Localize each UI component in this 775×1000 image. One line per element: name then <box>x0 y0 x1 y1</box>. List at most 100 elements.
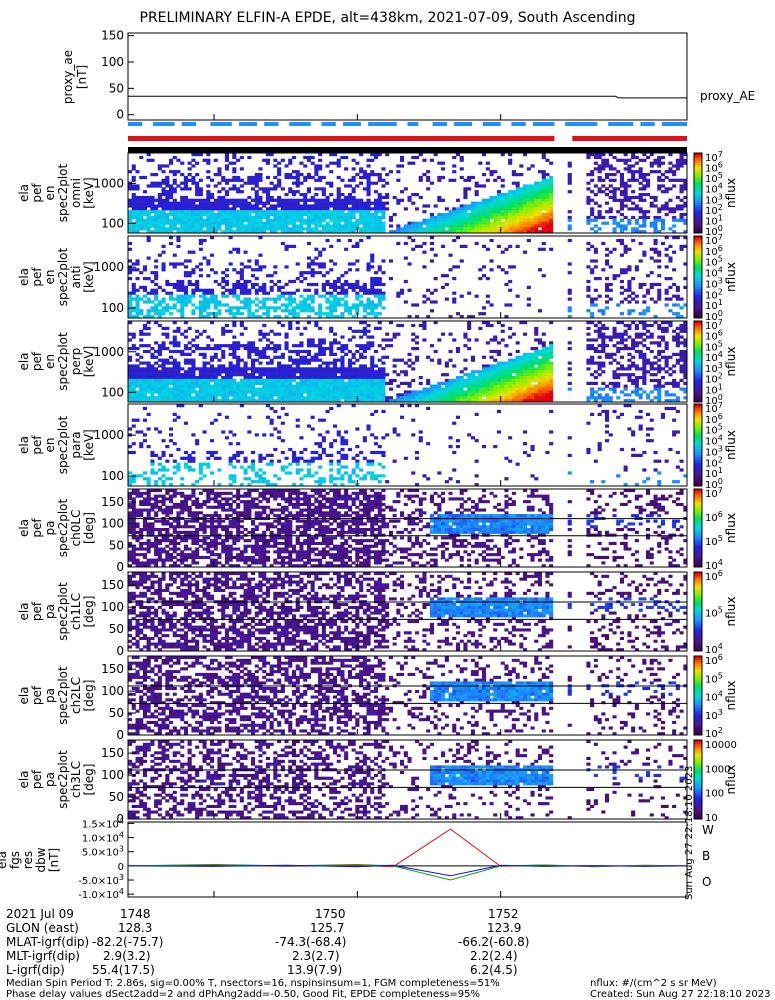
spectrogram-cell <box>180 300 185 304</box>
spectrogram-cell <box>537 338 542 342</box>
spectrogram-cell <box>262 300 267 304</box>
spectrogram-cell <box>321 210 326 214</box>
spectrogram-cell <box>526 384 531 388</box>
spectrogram-cell <box>299 230 304 234</box>
spectrogram-cell <box>496 213 501 217</box>
spectrogram-cell <box>344 291 349 295</box>
spectrogram-cell <box>180 378 185 383</box>
spectrogram-cell <box>325 204 330 208</box>
spectrogram-cell <box>366 268 371 272</box>
spectrogram-cell <box>467 338 472 342</box>
spectrogram-cell <box>321 265 326 269</box>
spectrogram-cell <box>195 173 200 177</box>
spectrogram-cell <box>154 349 159 354</box>
spectrogram-cell <box>288 399 293 403</box>
spectrogram-cell <box>362 381 367 385</box>
spectrogram-cell <box>191 288 196 292</box>
spectrogram-cell <box>619 207 624 211</box>
spectrogram-cell <box>284 367 289 371</box>
spectrogram-cell <box>675 167 680 171</box>
spectrogram-cell <box>329 291 334 295</box>
spectrogram-cell <box>590 173 595 177</box>
spectrogram-cell <box>202 230 207 234</box>
spectrogram-cell <box>515 224 520 228</box>
spectrogram-cell <box>161 288 166 292</box>
spectrogram-cell <box>489 349 494 354</box>
spectrogram-cell <box>470 224 475 228</box>
spectrogram-cell <box>288 364 293 368</box>
spectrogram-cell <box>321 367 326 371</box>
spectrogram-cell <box>265 210 270 214</box>
spectrogram-cell <box>321 215 326 220</box>
spectrogram-cell <box>362 201 367 205</box>
spectrogram-cell <box>314 393 319 397</box>
spectrogram-cell <box>642 300 647 304</box>
spectrogram-cell <box>139 195 144 200</box>
spectrogram-cell <box>318 370 323 374</box>
spectrogram-cell <box>567 224 572 228</box>
spectrogram-cell <box>254 297 259 301</box>
spectrogram-cell <box>649 256 654 260</box>
spectrogram-cell <box>239 198 244 202</box>
spectrogram-cell <box>537 373 542 377</box>
spectrogram-cell <box>370 282 375 287</box>
spectrogram-cell <box>183 288 188 292</box>
spectrogram-cell <box>351 361 356 365</box>
spectrogram-cell <box>388 399 393 403</box>
spectrogram-cell <box>232 282 237 287</box>
proxy-ae-ytick-label: 100 <box>101 55 124 69</box>
spectrogram-cell <box>191 376 196 380</box>
spectrogram-cell <box>187 230 192 234</box>
spectrogram-cell <box>526 190 531 194</box>
spectrogram-cell <box>485 247 490 251</box>
spectrogram-cell <box>485 210 490 214</box>
spectrogram-cell <box>437 358 442 362</box>
spectrogram-cell <box>623 161 628 165</box>
spectrogram-cell <box>224 164 229 168</box>
spectrogram-cell <box>403 207 408 211</box>
spectrogram-cell <box>463 244 468 248</box>
spectrogram-cell <box>631 215 636 220</box>
spectrogram-cell <box>601 190 606 194</box>
colorbar-frame <box>693 152 703 234</box>
spectrogram-cell <box>288 294 293 298</box>
spectrogram-cell <box>150 390 155 394</box>
spectrogram-cell <box>191 218 196 222</box>
spectrogram-cell <box>191 268 196 272</box>
spectrogram-cell <box>493 178 498 182</box>
spectrogram-cell <box>254 221 259 225</box>
spectrogram-cell <box>351 387 356 391</box>
spectrogram-cell <box>210 218 215 222</box>
spectrogram-cell <box>262 381 267 385</box>
spectrogram-cell <box>660 190 665 194</box>
spectrogram-cell <box>437 221 442 225</box>
spectrogram-cell <box>362 355 367 359</box>
status-bar-segment <box>407 122 419 126</box>
spectrogram-cell <box>515 198 520 202</box>
spectrogram-cell <box>385 338 390 342</box>
spectrogram-cell <box>213 279 218 284</box>
spectrogram-cell <box>441 175 446 180</box>
spectrogram-cell <box>467 323 472 328</box>
spectrogram-cell <box>318 213 323 217</box>
spectrogram-cell <box>537 358 542 362</box>
spectrogram-cell <box>422 326 427 330</box>
spectrogram-cell <box>284 207 289 211</box>
spectrogram-cell <box>131 230 136 234</box>
spectrogram-cell <box>265 158 270 162</box>
spectrogram-cell <box>377 312 382 316</box>
spectrogram-cell <box>496 227 501 231</box>
spectrogram-cell <box>154 399 159 403</box>
spectrogram-cell <box>269 361 274 365</box>
spectrogram-cell <box>202 309 207 313</box>
spectrogram-cell <box>683 204 688 208</box>
spectrogram-cell <box>157 393 162 397</box>
spectrogram-cell <box>441 274 446 278</box>
spectrogram-cell <box>355 241 360 246</box>
spectrogram-cell <box>228 306 233 310</box>
spectrogram-cell <box>467 387 472 391</box>
spectrogram-cell <box>165 207 170 211</box>
spectrogram-cell <box>489 198 494 202</box>
spectrogram-cell <box>195 378 200 383</box>
spectrogram-cell <box>269 181 274 185</box>
